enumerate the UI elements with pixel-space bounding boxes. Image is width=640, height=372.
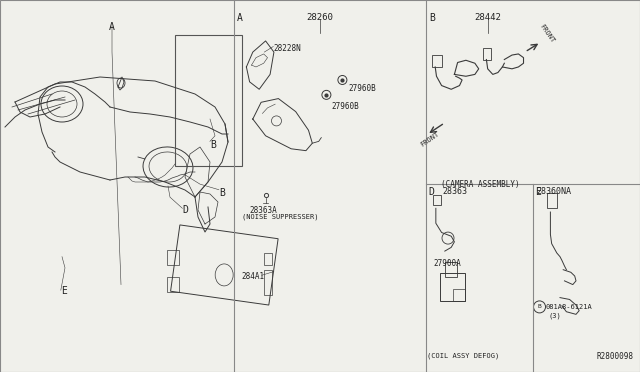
Bar xyxy=(547,193,557,208)
Text: E: E xyxy=(535,187,541,197)
Text: B: B xyxy=(219,188,225,198)
Bar xyxy=(166,250,179,265)
Bar xyxy=(432,55,442,67)
Text: 28228N: 28228N xyxy=(273,44,301,53)
Text: A: A xyxy=(237,13,243,23)
Text: 081A8-6121A: 081A8-6121A xyxy=(545,304,592,310)
Bar xyxy=(445,262,457,277)
Text: 28260: 28260 xyxy=(307,13,333,22)
Text: FRONT: FRONT xyxy=(419,131,440,148)
Bar xyxy=(433,195,442,205)
Text: 28360NA: 28360NA xyxy=(536,187,572,196)
Bar xyxy=(175,35,242,166)
Text: B: B xyxy=(429,13,435,23)
Text: B: B xyxy=(538,304,541,310)
Text: (3): (3) xyxy=(548,312,561,319)
Text: D: D xyxy=(182,205,188,215)
Bar xyxy=(264,270,272,295)
Bar xyxy=(166,277,179,292)
Text: 28442: 28442 xyxy=(474,13,501,22)
Text: 28363A: 28363A xyxy=(250,206,277,215)
Bar xyxy=(483,48,492,60)
Text: 27960B: 27960B xyxy=(332,102,359,111)
Bar xyxy=(453,289,465,301)
Text: 284A1: 284A1 xyxy=(242,272,265,281)
Text: (CAMERA ASSEMBLY): (CAMERA ASSEMBLY) xyxy=(441,180,519,189)
Text: B: B xyxy=(210,140,216,150)
Bar xyxy=(171,225,278,305)
Text: FRONT: FRONT xyxy=(539,23,556,44)
Text: 28363: 28363 xyxy=(443,187,468,196)
Bar xyxy=(440,273,465,301)
Text: (NOISE SUPPRESSER): (NOISE SUPPRESSER) xyxy=(242,214,319,220)
Text: D: D xyxy=(429,187,435,197)
Bar xyxy=(264,253,272,265)
Text: 27960B: 27960B xyxy=(349,84,376,93)
Text: R2800098: R2800098 xyxy=(596,352,634,360)
Text: (COIL ASSY DEFOG): (COIL ASSY DEFOG) xyxy=(427,353,499,359)
Text: 27900A: 27900A xyxy=(434,259,461,267)
Text: E: E xyxy=(61,286,67,296)
Text: A: A xyxy=(109,22,115,32)
